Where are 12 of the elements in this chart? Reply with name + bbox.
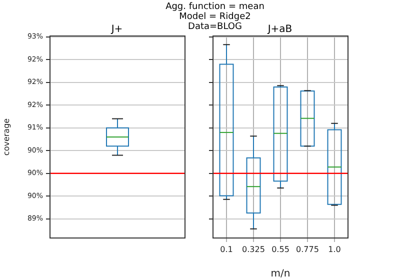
- chart-title: J+: [110, 24, 124, 35]
- x-tick-label: 0.55: [272, 244, 290, 254]
- x-axis-title: m/n: [270, 268, 290, 280]
- x-tick-label: 0.775: [296, 244, 319, 254]
- x-tick-label: 0.325: [242, 244, 265, 254]
- text: Model = Ridge2: [178, 12, 252, 22]
- text: Agg. function = mean: [164, 2, 266, 12]
- x-tick-label: 0.1: [220, 244, 233, 254]
- x-tick-label: 1.0: [328, 244, 341, 254]
- text: Data=BLOG: [188, 22, 242, 32]
- chart-title: J+aB: [268, 24, 292, 35]
- y-axis-title: coverage: [2, 118, 11, 156]
